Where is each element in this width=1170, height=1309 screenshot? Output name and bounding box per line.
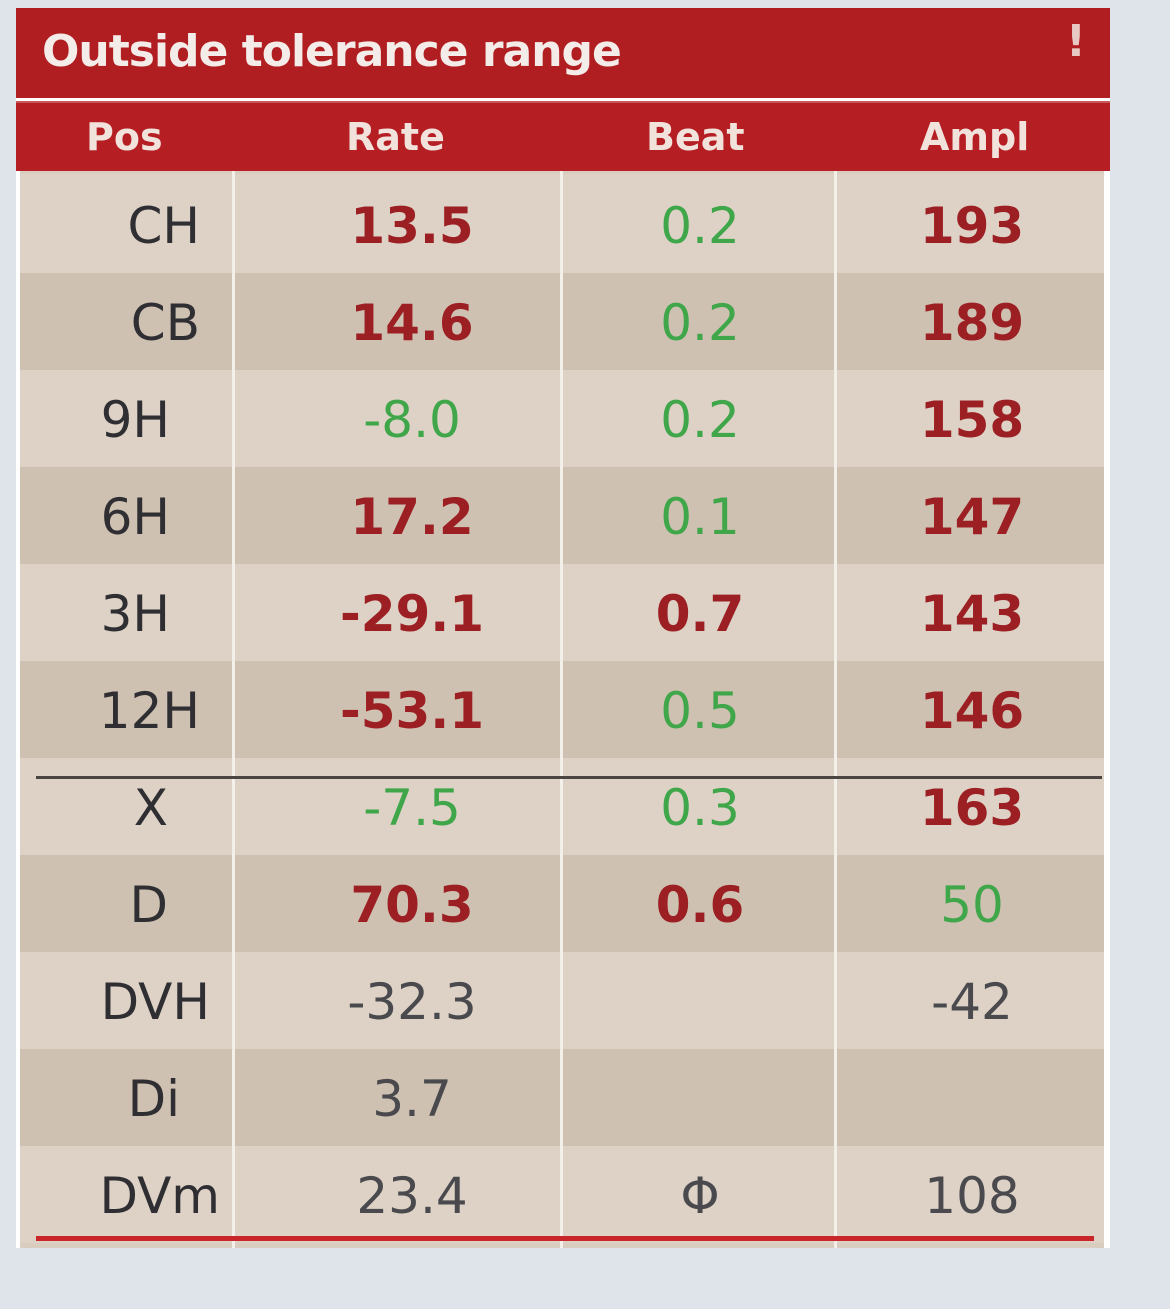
row-beat-value: 0.5	[660, 682, 740, 740]
row-pos-label: 6H	[100, 488, 170, 546]
row-ampl-value: 50	[940, 876, 1004, 934]
row-beat-value: 0.3	[660, 779, 740, 837]
row-pos-label: D	[129, 876, 168, 934]
tolerance-panel: Outside tolerance range ! Pos Rate Beat …	[16, 8, 1110, 1248]
bottom-border	[36, 1236, 1094, 1241]
row-rate-value: -53.1	[339, 682, 485, 740]
row-ampl-value: 158	[919, 391, 1025, 449]
row-rate-value: 13.5	[350, 197, 474, 255]
row-ampl-value: 163	[919, 779, 1025, 837]
table-body: DVm 23.4 Φ 108 Di 3.7 DVH -32.3 -42 D 70.3 0.6 50 X -7…	[20, 171, 1104, 1248]
row-beat-value: 0.1	[660, 488, 740, 546]
row-beat-value: 0.2	[660, 294, 740, 352]
row-rate-value: -32.3	[347, 973, 477, 1031]
row-beat-value: 0.7	[655, 585, 745, 643]
row-beat-value: 0.2	[660, 391, 740, 449]
header-pos: Pos	[86, 115, 163, 159]
row-pos-label: 12H	[98, 682, 200, 740]
row-pos-label: CB	[130, 294, 200, 352]
row-ampl-value: 147	[919, 488, 1025, 546]
header-beat: Beat	[646, 115, 745, 159]
row-rate-value: -7.5	[363, 779, 461, 837]
table-row: 12H -53.1 0.5 146	[20, 659, 1104, 758]
header-ampl: Ampl	[920, 115, 1030, 159]
row-rate-value: -29.1	[339, 585, 485, 643]
column-divider	[834, 171, 837, 1248]
row-beat-value: 0.2	[660, 197, 740, 255]
row-beat-value: Φ	[680, 1167, 720, 1225]
panel-title: Outside tolerance range	[42, 26, 622, 77]
row-pos-label: Di	[127, 1070, 180, 1128]
row-rate-value: 17.2	[350, 488, 474, 546]
row-separator	[36, 776, 1102, 779]
row-ampl-value: 143	[919, 585, 1025, 643]
row-rate-value: 70.3	[350, 876, 474, 934]
row-ampl-value: 108	[924, 1167, 1020, 1225]
row-rate-value: -8.0	[363, 391, 461, 449]
alert-icon: !	[1065, 16, 1086, 67]
row-pos-label: 9H	[100, 391, 170, 449]
row-ampl-value: 146	[919, 682, 1025, 740]
column-divider	[560, 171, 563, 1248]
row-beat-value: 0.6	[655, 876, 745, 934]
title-bar: Outside tolerance range !	[16, 8, 1110, 98]
row-rate-value: 3.7	[372, 1070, 452, 1128]
column-divider	[232, 171, 235, 1248]
header-rate: Rate	[346, 115, 445, 159]
row-ampl-value: -42	[931, 973, 1013, 1031]
row-rate-value: 23.4	[356, 1167, 468, 1225]
row-ampl-value: 193	[919, 197, 1025, 255]
row-pos-label: X	[133, 779, 168, 837]
row-rate-value: 14.6	[350, 294, 474, 352]
table-header: Pos Rate Beat Ampl	[16, 101, 1110, 171]
row-pos-label: 3H	[100, 585, 170, 643]
row-ampl-value: 189	[919, 294, 1025, 352]
row-pos-label: CH	[127, 197, 200, 255]
row-pos-label: DVH	[100, 973, 210, 1031]
row-pos-label: DVm	[99, 1167, 220, 1225]
